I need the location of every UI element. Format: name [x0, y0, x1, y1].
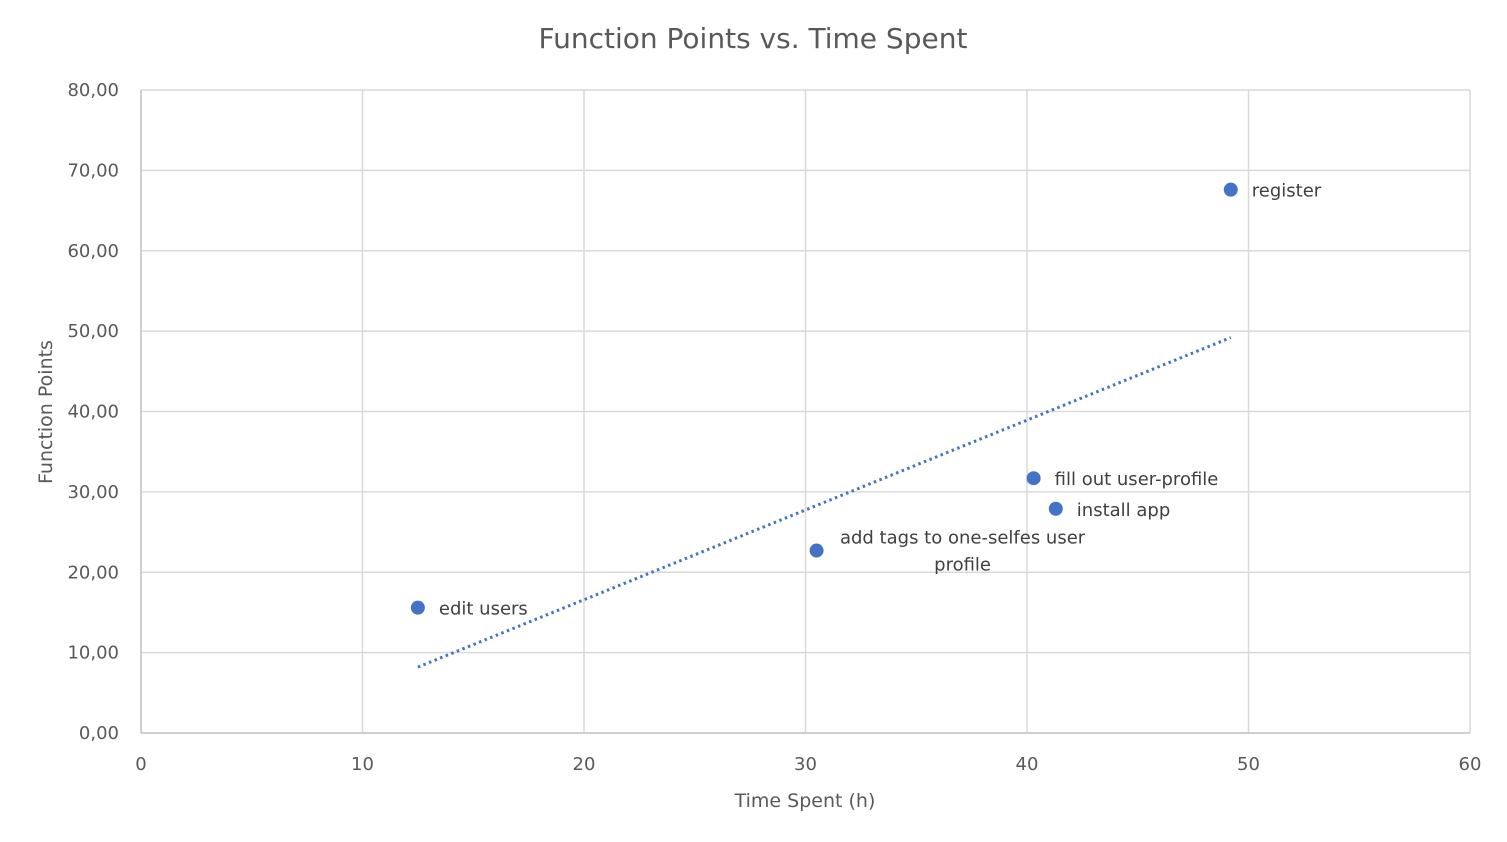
x-tick-label: 40 [1016, 754, 1039, 775]
data-point [410, 600, 425, 615]
y-tick-label: 40,00 [67, 402, 119, 423]
y-tick-label: 70,00 [67, 160, 119, 181]
data-point [809, 543, 824, 558]
y-axis-title: Function Points [35, 340, 57, 484]
data-label: install app [1077, 500, 1170, 521]
chart-title: Function Points vs. Time Spent [539, 22, 968, 55]
y-tick-label: 10,00 [67, 643, 119, 664]
y-tick-label: 30,00 [67, 482, 119, 503]
y-tick-label: 20,00 [67, 562, 119, 583]
x-tick-label: 0 [135, 754, 146, 775]
y-tick-label: 0,00 [79, 723, 119, 744]
data-label: register [1252, 181, 1322, 202]
y-tick-label: 80,00 [67, 80, 119, 101]
axis-layer: 0 10 20 30 40 50 60 0,00 10,00 20,00 30,00 40,00 50,… [67, 80, 1481, 775]
x-tick-label: 30 [794, 754, 817, 775]
x-tick-label: 50 [1237, 754, 1260, 775]
y-tick-label: 50,00 [67, 321, 119, 342]
x-tick-label: 60 [1459, 754, 1482, 775]
trendline [417, 336, 1232, 669]
points-layer [410, 182, 1238, 615]
data-point [1223, 182, 1238, 197]
data-label: edit users [439, 599, 528, 620]
x-axis-title: Time Spent (h) [734, 790, 876, 812]
point-labels-layer: edit users add tags to one-selfes user pro… [439, 181, 1322, 620]
data-point [1048, 501, 1063, 516]
data-label: add tags to one-selfes user profile [840, 528, 1086, 576]
trendline-layer [417, 336, 1232, 669]
data-point [1026, 471, 1041, 486]
data-label: fill out user-profile [1055, 469, 1219, 490]
x-tick-label: 10 [351, 754, 374, 775]
x-tick-label: 20 [573, 754, 596, 775]
grid-layer [141, 89, 1471, 733]
y-tick-label: 60,00 [67, 241, 119, 262]
